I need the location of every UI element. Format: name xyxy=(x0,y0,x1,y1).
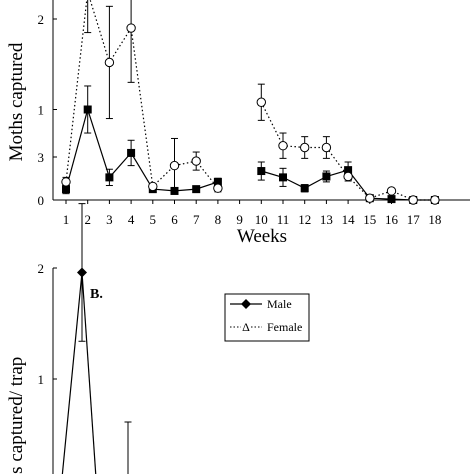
female-data-point xyxy=(169,160,180,171)
male-data-point xyxy=(170,186,179,195)
female-data-point xyxy=(343,171,353,182)
female-data-point xyxy=(126,23,136,33)
male-data-point xyxy=(279,173,287,182)
x-tick-label: 6 xyxy=(171,212,178,227)
x-tick-label: 4 xyxy=(128,212,135,227)
male-data-point xyxy=(62,185,70,194)
x-tick-label: 9 xyxy=(236,212,243,227)
male-data-point xyxy=(257,167,266,176)
panel-b-y-ticks: 1 2 3 xyxy=(38,150,57,387)
panel-a-y-ticks: 0 1 2 xyxy=(38,12,57,208)
x-tick-label: 8 xyxy=(215,212,222,227)
x-tick-label: 18 xyxy=(428,212,441,227)
female-data-point xyxy=(386,186,397,196)
panel-a-y-axis-label: Moths captured xyxy=(6,42,27,161)
x-tick-label: 11 xyxy=(277,212,290,227)
female-data-point xyxy=(278,141,288,151)
panel-b-plot-area xyxy=(61,203,132,474)
y-tick-label: 1 xyxy=(38,103,45,118)
panel-b: 123 B. ns captured/ trap Male Δ Female xyxy=(6,150,310,474)
male-data-point xyxy=(300,184,309,193)
panel-a-x-ticks: 1 2 3 4 5 6 7 8 9 10 11 12 13 14 15 16 17 18 xyxy=(63,200,441,227)
x-tick-label: 13 xyxy=(320,212,333,227)
legend-male-marker xyxy=(241,299,251,309)
male-data-point xyxy=(344,166,353,175)
y-tick-label: 2 xyxy=(38,261,45,276)
y-tick-label: 2 xyxy=(38,12,45,27)
x-tick-label: 7 xyxy=(193,212,200,227)
male-series-line xyxy=(65,107,219,192)
x-tick-label: 10 xyxy=(255,212,268,227)
male-data-point xyxy=(192,185,201,194)
male-data-point xyxy=(105,173,114,182)
female-data-point xyxy=(191,156,201,166)
y-tick-label: 3 xyxy=(38,150,45,165)
panel-b-y-axis-label: ns captured/ trap xyxy=(6,357,27,474)
female-data-point xyxy=(256,97,266,107)
legend-female-marker: Δ xyxy=(242,320,250,334)
panel-a: 012 1 2 3 4 5 6 7 8 9 10 11 12 13 14 15 16 17 18 Moths ca… xyxy=(6,0,470,247)
x-tick-label: 16 xyxy=(385,212,399,227)
x-tick-label: 5 xyxy=(150,212,157,227)
female-data-point xyxy=(213,183,223,193)
male-data-point xyxy=(387,195,396,204)
male-data-point xyxy=(83,105,92,114)
female-series-line xyxy=(260,102,435,201)
female-data-point xyxy=(408,195,418,205)
x-tick-label: 15 xyxy=(363,212,376,227)
x-tick-label: 1 xyxy=(63,212,70,227)
female-series-line xyxy=(65,0,219,189)
legend-frame xyxy=(224,293,310,342)
panel-a-x-axis-label: Weeks xyxy=(237,226,287,247)
male-data-point xyxy=(213,177,222,186)
legend-female-label: Female xyxy=(267,320,302,334)
female-data-point xyxy=(300,142,310,153)
male-data-point xyxy=(322,172,331,181)
male-series-line xyxy=(81,272,97,474)
female-data-point xyxy=(104,57,115,68)
x-tick-label: 14 xyxy=(342,212,356,227)
female-data-point xyxy=(148,181,158,192)
female-data-point xyxy=(365,193,375,203)
female-data-point xyxy=(321,142,332,153)
male-data-point xyxy=(77,267,87,278)
panel-b-label: B. xyxy=(90,287,103,302)
x-tick-label: 2 xyxy=(84,212,91,227)
x-tick-label: 12 xyxy=(298,212,311,227)
male-data-point xyxy=(127,148,136,157)
male-series-line xyxy=(61,272,83,474)
x-tick-label: 17 xyxy=(407,212,421,227)
legend-male-label: Male xyxy=(267,297,292,311)
female-data-point xyxy=(430,195,440,205)
y-tick-label: 0 xyxy=(38,193,45,208)
female-data-point xyxy=(61,177,71,187)
x-tick-label: 3 xyxy=(106,212,113,227)
panel-b-legend: Male Δ Female xyxy=(224,293,310,342)
panel-a-plot-area xyxy=(61,0,440,205)
y-tick-label: 1 xyxy=(38,372,45,387)
